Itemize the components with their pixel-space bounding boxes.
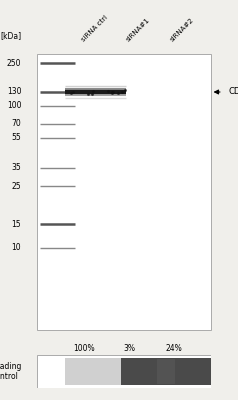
Point <box>86 91 90 97</box>
Bar <box>157 359 175 384</box>
Text: 25: 25 <box>12 182 21 190</box>
Point <box>69 90 73 96</box>
Text: 70: 70 <box>11 120 21 128</box>
Text: [kDa]: [kDa] <box>0 31 21 40</box>
Point <box>110 89 114 95</box>
Point <box>90 91 94 97</box>
Text: CD68: CD68 <box>228 88 238 96</box>
Text: 35: 35 <box>11 164 21 172</box>
Bar <box>121 358 211 385</box>
Text: siRNA ctrl: siRNA ctrl <box>80 14 109 43</box>
Text: 55: 55 <box>11 134 21 142</box>
Point <box>111 89 115 95</box>
Text: 24%: 24% <box>165 344 182 353</box>
Text: 130: 130 <box>7 88 21 96</box>
Point <box>110 90 114 97</box>
Point <box>71 88 75 95</box>
Text: 100%: 100% <box>74 344 95 353</box>
Point <box>91 88 95 94</box>
Text: Loading
Control: Loading Control <box>0 362 21 381</box>
Text: 15: 15 <box>12 220 21 228</box>
Text: 250: 250 <box>7 59 21 68</box>
Text: siRNA#2: siRNA#2 <box>169 17 195 43</box>
Point <box>116 90 119 96</box>
Text: 3%: 3% <box>124 344 136 353</box>
Point <box>120 88 124 95</box>
Point <box>123 87 127 94</box>
Point <box>106 87 110 94</box>
Text: 10: 10 <box>12 244 21 252</box>
Text: siRNA#1: siRNA#1 <box>125 17 151 43</box>
Bar <box>65 358 121 385</box>
Text: 100: 100 <box>7 102 21 110</box>
